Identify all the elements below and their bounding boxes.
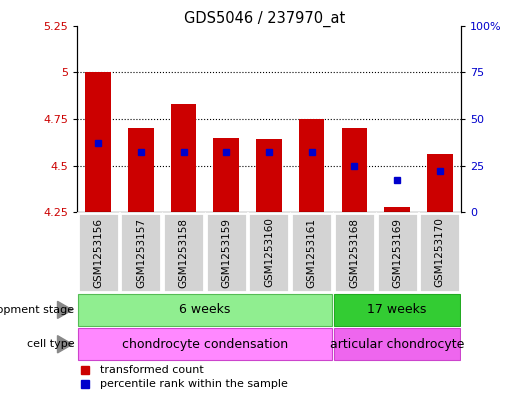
Text: GSM1253156: GSM1253156 [93,217,103,288]
Text: percentile rank within the sample: percentile rank within the sample [100,379,288,389]
FancyBboxPatch shape [376,213,418,292]
Text: GSM1253158: GSM1253158 [179,217,189,288]
FancyBboxPatch shape [291,213,332,292]
Bar [384,207,410,212]
Bar [427,154,453,212]
Bar [128,128,154,212]
Text: GSM1253168: GSM1253168 [349,217,359,288]
Text: GSM1253161: GSM1253161 [307,217,316,288]
Text: GSM1253157: GSM1253157 [136,217,146,288]
Bar [299,119,324,212]
Text: GSM1253160: GSM1253160 [264,218,274,287]
Bar [85,72,111,212]
Text: cell type: cell type [26,339,74,349]
FancyBboxPatch shape [206,213,247,292]
Bar [341,128,367,212]
Text: development stage: development stage [0,305,74,315]
FancyBboxPatch shape [163,213,204,292]
Bar [256,140,282,212]
Bar [171,104,197,212]
Text: GDS5046 / 237970_at: GDS5046 / 237970_at [184,11,346,27]
Text: GSM1253170: GSM1253170 [435,218,445,287]
Text: 6 weeks: 6 weeks [179,303,231,316]
Text: transformed count: transformed count [100,365,204,375]
FancyBboxPatch shape [419,213,460,292]
FancyBboxPatch shape [334,329,460,360]
Text: 17 weeks: 17 weeks [367,303,427,316]
Polygon shape [57,301,72,318]
Polygon shape [57,336,72,353]
FancyBboxPatch shape [120,213,161,292]
FancyBboxPatch shape [334,294,460,326]
FancyBboxPatch shape [78,294,332,326]
FancyBboxPatch shape [78,213,119,292]
Bar [214,138,239,212]
Text: GSM1253159: GSM1253159 [222,217,231,288]
FancyBboxPatch shape [78,329,332,360]
FancyBboxPatch shape [334,213,375,292]
Text: articular chondrocyte: articular chondrocyte [330,338,464,351]
FancyBboxPatch shape [249,213,289,292]
Text: chondrocyte condensation: chondrocyte condensation [122,338,288,351]
Text: GSM1253169: GSM1253169 [392,217,402,288]
